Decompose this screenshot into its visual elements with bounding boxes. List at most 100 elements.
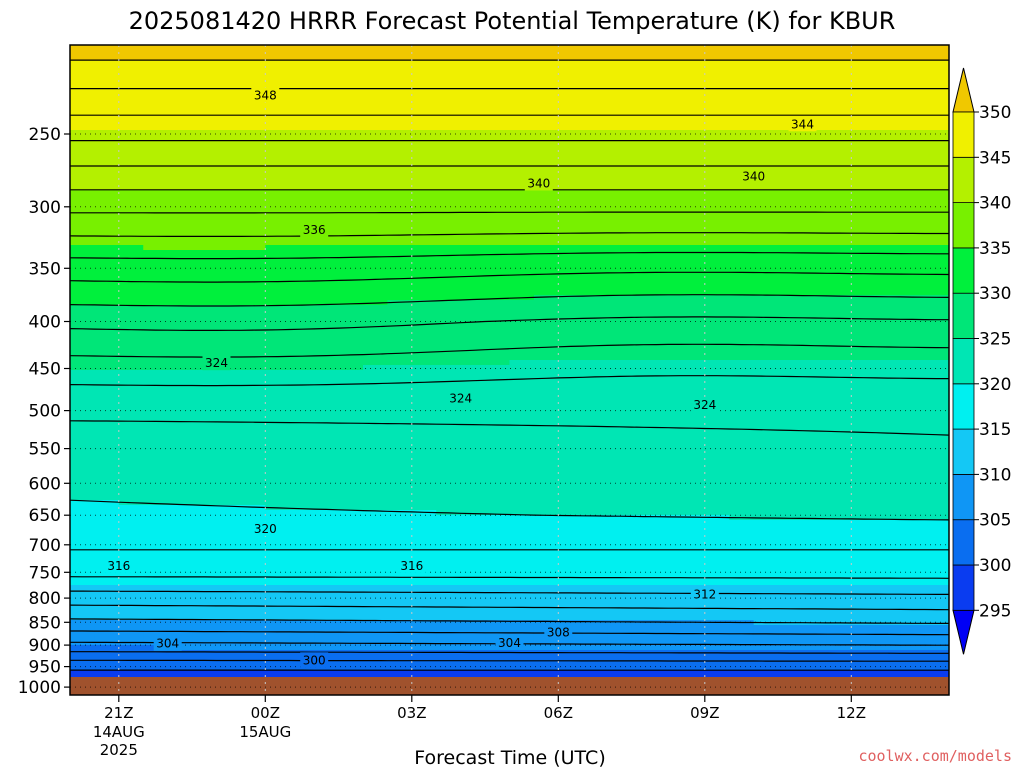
theta-cell	[485, 325, 511, 331]
theta-cell	[314, 340, 340, 346]
theta-cell	[192, 280, 218, 286]
theta-cell	[363, 350, 389, 356]
theta-cell	[460, 255, 486, 261]
theta-cell	[216, 605, 242, 611]
theta-cell	[363, 530, 389, 536]
theta-cell	[631, 295, 657, 301]
theta-cell	[240, 490, 266, 496]
theta-cell	[411, 75, 437, 81]
theta-cell	[143, 165, 169, 171]
theta-cell	[460, 225, 486, 231]
theta-cell	[143, 100, 169, 106]
theta-cell	[387, 130, 413, 136]
theta-cell	[338, 180, 364, 186]
theta-cell	[680, 450, 706, 456]
theta-cell	[118, 650, 144, 656]
theta-cell	[729, 645, 755, 651]
theta-cell	[94, 370, 120, 376]
theta-cell	[704, 630, 730, 636]
theta-cell	[387, 240, 413, 246]
theta-cell	[680, 340, 706, 346]
theta-cell	[631, 60, 657, 66]
theta-cell	[656, 200, 682, 206]
theta-cell	[240, 60, 266, 66]
theta-cell	[118, 525, 144, 531]
theta-cell	[289, 525, 315, 531]
theta-cell	[70, 290, 96, 296]
theta-cell	[851, 320, 877, 326]
theta-cell	[240, 105, 266, 111]
theta-cell	[533, 50, 559, 56]
theta-cell	[533, 165, 559, 171]
theta-cell	[509, 115, 535, 121]
theta-cell	[118, 85, 144, 91]
theta-cell	[753, 280, 779, 286]
theta-cell	[143, 565, 169, 571]
theta-cell	[70, 345, 96, 351]
theta-cell	[875, 135, 901, 141]
theta-cell	[94, 670, 120, 676]
theta-cell	[826, 670, 852, 676]
theta-cell	[167, 430, 193, 436]
theta-cell	[631, 640, 657, 646]
theta-cell	[70, 645, 96, 651]
theta-cell	[533, 285, 559, 291]
theta-cell	[94, 625, 120, 631]
theta-cell	[485, 475, 511, 481]
theta-cell	[753, 70, 779, 76]
theta-cell	[167, 90, 193, 96]
theta-cell	[924, 105, 949, 111]
theta-cell	[753, 325, 779, 331]
theta-cell	[924, 660, 949, 666]
theta-cell	[436, 110, 462, 116]
theta-cell	[167, 400, 193, 406]
theta-cell	[314, 635, 340, 641]
theta-cell	[460, 555, 486, 561]
theta-cell	[387, 300, 413, 306]
theta-cell	[924, 615, 949, 621]
theta-cell	[582, 185, 608, 191]
theta-cell	[729, 600, 755, 606]
theta-cell	[533, 565, 559, 571]
theta-cell	[387, 365, 413, 371]
theta-cell	[851, 555, 877, 561]
theta-cell	[167, 110, 193, 116]
theta-cell	[363, 100, 389, 106]
theta-cell	[607, 290, 633, 296]
theta-cell	[70, 625, 96, 631]
theta-cell	[680, 95, 706, 101]
theta-cell	[729, 255, 755, 261]
credit-text[interactable]: coolwx.com/models	[858, 747, 1012, 765]
theta-cell	[875, 175, 901, 181]
theta-cell	[680, 165, 706, 171]
theta-cell	[143, 325, 169, 331]
theta-cell	[875, 140, 901, 146]
theta-cell	[167, 45, 193, 51]
theta-cell	[533, 195, 559, 201]
theta-cell	[216, 550, 242, 556]
theta-cell	[631, 155, 657, 161]
theta-cell	[851, 45, 877, 51]
theta-cell	[240, 130, 266, 136]
theta-cell	[314, 500, 340, 506]
theta-cell	[558, 295, 584, 301]
theta-cell	[680, 375, 706, 381]
theta-cell	[558, 215, 584, 221]
theta-cell	[729, 385, 755, 391]
theta-cell	[900, 670, 926, 676]
theta-cell	[70, 395, 96, 401]
theta-cell	[826, 60, 852, 66]
theta-cell	[167, 485, 193, 491]
theta-cell	[216, 460, 242, 466]
theta-cell	[558, 255, 584, 261]
theta-cell	[485, 375, 511, 381]
theta-cell	[900, 265, 926, 271]
theta-cell	[900, 65, 926, 71]
theta-cell	[485, 245, 511, 251]
theta-cell	[582, 670, 608, 676]
theta-cell	[802, 400, 828, 406]
theta-cell	[802, 565, 828, 571]
theta-cell	[778, 395, 804, 401]
theta-cell	[387, 335, 413, 341]
theta-cell	[240, 485, 266, 491]
